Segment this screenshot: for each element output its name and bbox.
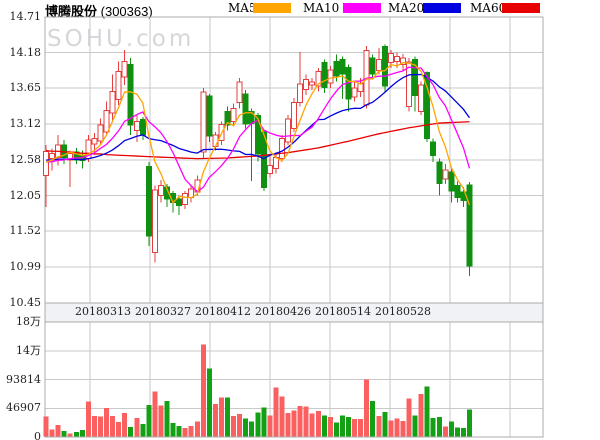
legend-item-ma10: MA10 [303,0,383,16]
legend-item-ma60: MA60 [470,0,550,16]
ma20-line [45,73,471,161]
candles [43,44,473,277]
legend-label-ma20: MA20 [388,1,425,15]
legend-label-ma60: MA60 [470,1,507,15]
price-axis-tick: 14.18 [9,45,42,59]
date-axis-label: 20180528 [375,305,431,318]
volume-axis-tick: 0 [34,430,41,440]
volume-bars [43,344,472,437]
date-axis-label: 20180426 [255,305,311,318]
price-axis-tick: 13.65 [9,81,42,95]
price-axis-tick: 14.71 [9,10,42,23]
date-axis-label: 20180313 [75,305,131,318]
volume-axis-tick: 14万 [16,343,41,357]
date-axis-label: 20180514 [315,305,371,318]
legend-item-ma20: MA20 [388,0,468,16]
volume-axis-tick: 93814 [6,372,41,386]
stock-name: 博腾股份 [45,4,98,19]
legend-item-ma5: MA5 [228,0,292,16]
legend-label-ma5: MA5 [228,1,257,15]
stock-code: (300363) [100,4,153,19]
price-axis-tick: 10.99 [9,259,42,273]
legend-swatch-ma5 [253,3,291,13]
volume-axis-tick: 46907 [6,401,41,415]
volume-axis-tick: 18万 [16,315,41,328]
page-title: 博腾股份 (300363) [45,1,153,20]
legend-swatch-ma20 [423,3,461,13]
price-axis-tick: 12.05 [9,188,42,202]
date-axis-label: 20180412 [195,305,251,318]
ma5-line [45,61,471,206]
legend-swatch-ma10 [343,3,381,13]
price-axis-tick: 12.58 [9,153,42,166]
price-axis-tick: 11.52 [9,224,42,238]
legend-swatch-ma60 [502,3,540,13]
price-axis-tick: 10.45 [9,296,42,309]
date-axis-label: 20180327 [135,305,191,318]
price-axis-tick: 13.12 [9,116,42,130]
volume-plot-border [44,321,544,438]
ma10-line [45,66,471,193]
sohu-watermark: SOHU.com [47,26,195,52]
legend-label-ma10: MA10 [303,1,340,15]
